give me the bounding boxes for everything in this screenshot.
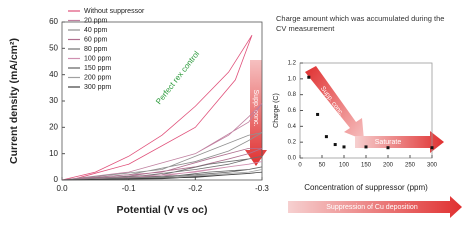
x-tick-label: 200 <box>383 163 394 169</box>
x-tick-label: -0.1 <box>122 184 136 193</box>
x-tick-label: 150 <box>361 163 372 169</box>
y-tick-label: 0 <box>54 175 59 184</box>
legend-label: 150 ppm <box>84 65 111 72</box>
y-tick-label: 60 <box>49 17 58 26</box>
point <box>324 135 328 139</box>
series-line <box>61 166 263 181</box>
chart: Supp. conc. Perfect rex control Supp. co… <box>8 8 462 218</box>
y-tick-label: 40 <box>49 70 58 79</box>
legend-label: 200 ppm <box>84 74 111 81</box>
x-tick-label: -0.2 <box>188 184 202 193</box>
legend-label: 80 ppm <box>84 46 108 53</box>
annotation: Saturate <box>375 139 402 146</box>
y-tick-label: 20 <box>49 122 58 131</box>
y-tick-label: 0.4 <box>288 124 297 130</box>
y-tick-label: 1.0 <box>288 76 297 82</box>
legend-label: 300 ppm <box>84 84 111 91</box>
series-line <box>61 34 253 181</box>
y-tick-label: 1.2 <box>288 61 297 67</box>
series-line <box>61 169 263 181</box>
series-line <box>61 103 263 181</box>
point <box>307 75 311 79</box>
point <box>342 145 346 149</box>
point <box>386 146 390 150</box>
arrow <box>288 196 462 218</box>
x-tick-label: 300 <box>427 163 438 169</box>
y-tick-label: 0.2 <box>288 140 297 146</box>
legend-label: 60 ppm <box>84 36 108 43</box>
y-tick-label: 0.6 <box>288 108 297 114</box>
x-axis-label: Concentration of suppressor (ppm) <box>304 183 428 192</box>
legend-label: 100 ppm <box>84 55 111 62</box>
y-tick-label: 50 <box>49 43 58 52</box>
legend-label: Without suppressor <box>84 8 145 15</box>
x-axis-label: Potential (V vs oc) <box>116 204 207 216</box>
x-tick-label: -0.3 <box>255 184 269 193</box>
series-line <box>61 171 263 181</box>
figure: Supp. conc. Perfect rex control Supp. co… <box>8 8 462 218</box>
series-line <box>61 155 263 181</box>
annotation: Suppression of Cu deposition <box>326 204 418 211</box>
point <box>316 112 320 116</box>
x-tick-label: 50 <box>319 163 326 169</box>
point <box>430 146 434 150</box>
series-line <box>61 132 263 181</box>
legend-label: 20 ppm <box>84 17 108 24</box>
y-tick-label: 30 <box>49 96 58 105</box>
x-tick-label: 0.0 <box>56 184 68 193</box>
legend-label: 40 ppm <box>84 27 108 34</box>
y-tick-label: 10 <box>49 149 58 158</box>
arrow <box>305 66 364 140</box>
chart-title: Charge amount which was accumulated duri… <box>276 14 445 33</box>
y-axis-label: Current density (mA/cm²) <box>8 38 20 164</box>
x-tick-label: 100 <box>339 163 350 169</box>
series-line <box>61 147 263 181</box>
x-tick-label: 0 <box>298 163 302 169</box>
y-axis-label: Charge (C) <box>273 93 280 128</box>
series-line <box>61 161 263 181</box>
annotation: Perfect rex control <box>154 49 201 106</box>
point <box>364 145 368 149</box>
x-tick-label: 250 <box>405 163 416 169</box>
y-tick-label: 0.0 <box>288 156 297 162</box>
point <box>333 143 337 147</box>
y-tick-label: 0.8 <box>288 92 297 98</box>
annotation: Supp. conc. <box>252 90 259 127</box>
arrow <box>355 131 444 153</box>
